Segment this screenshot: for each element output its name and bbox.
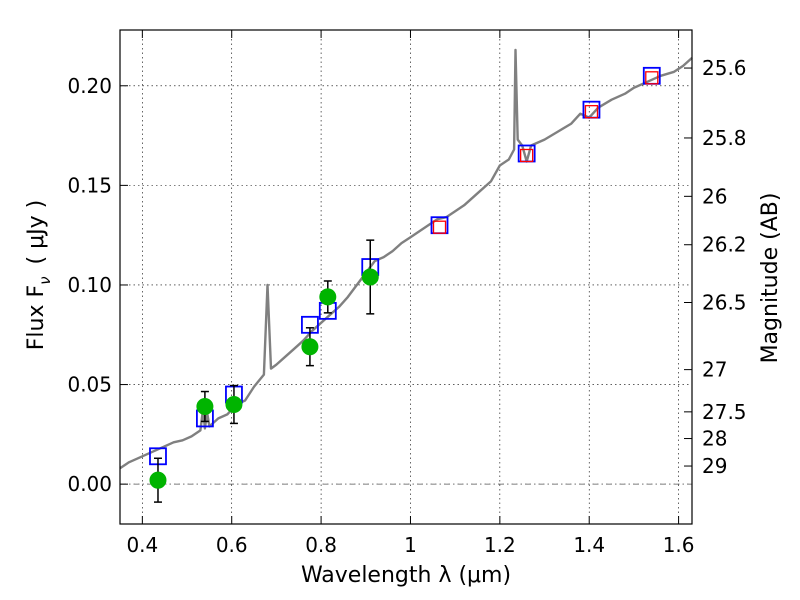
plot-area [120,30,692,524]
observed-circle-marker [225,395,243,413]
x-axis-label: Wavelength λ (μm) [301,563,511,588]
observed-circle-marker [196,397,214,415]
x-tick-label: 1.6 [663,533,695,557]
y-tick-label: 0.20 [67,74,112,98]
x-tick-label: 0.8 [305,533,337,557]
y-axis-label-right: Magnitude (AB) [758,193,783,364]
right-tick-label: 28 [702,427,727,451]
observed-square-marker [584,105,599,119]
observed-square-marker [520,148,534,163]
right-tick-label: 26.2 [702,233,747,257]
axis-ticks: 0.4 0.6 0.8 1 1.2 1.4 1.6 0.00 0.05 0.10 0.15 0.20 2… [67,30,747,557]
observed-circle-marker [319,288,337,306]
y-axis-label-subscript: ν [36,276,54,284]
y-axis-label-unit: ( μJy ) [24,200,49,265]
right-tick-label: 25.6 [702,56,747,80]
right-tick-label: 29 [702,454,727,478]
y-tick-label: 0.15 [67,173,112,197]
observed-circle-marker [149,471,167,489]
plot-frame [119,29,693,525]
observed-circle-marker [361,268,379,286]
svg-text:Flux Fν( μJy ): Flux Fν ( μJy ) [24,200,54,350]
right-tick-label: 25.8 [702,126,747,150]
data-series [149,66,661,503]
right-tick-label: 26 [702,184,727,208]
y-tick-label: 0.00 [67,472,112,496]
y-tick-label: 0.10 [67,273,112,297]
y-tick-label: 0.05 [67,373,112,397]
x-tick-label: 1.4 [573,533,605,557]
x-tick-label: 1.2 [484,533,516,557]
x-tick-label: 1 [404,533,417,557]
x-tick-label: 0.6 [216,533,248,557]
right-tick-label: 26.5 [702,290,747,314]
observed-circle-marker [301,338,319,356]
right-tick-label: 27.5 [702,400,747,424]
y-axis-label-left: Flux Fν ( μJy ) [24,200,54,350]
y-axis-label-flux: Flux F [24,285,49,350]
right-tick-label: 27 [702,358,727,382]
observed-square-marker [645,71,659,85]
observed-square-marker [432,220,447,234]
x-tick-label: 0.4 [126,533,158,557]
